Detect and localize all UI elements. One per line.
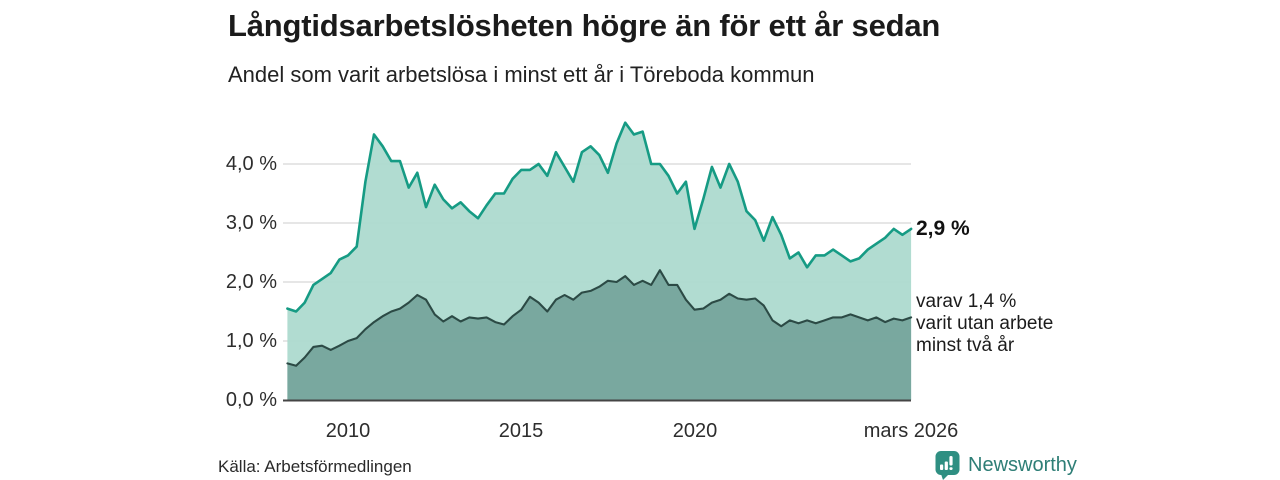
y-axis-tick-label: 1,0 %	[225, 330, 277, 352]
x-axis-tick-label: mars 2026	[863, 420, 959, 442]
y-axis-tick-label: 3,0 %	[225, 212, 277, 234]
source-label: Källa: Arbetsförmedlingen	[218, 457, 412, 476]
secondary-annotation: varav 1,4 % varit utan arbete minst två …	[916, 291, 1053, 357]
chart-subtitle: Andel som varit arbetslösa i minst ett å…	[228, 62, 815, 87]
newsworthy-icon	[935, 451, 960, 480]
x-axis-tick-label: 2010	[325, 420, 371, 442]
newsworthy-wordmark: Newsworthy	[968, 453, 1077, 476]
chart-title: Långtidsarbetslösheten högre än för ett …	[228, 8, 941, 43]
newsworthy-logo: Newsworthy	[935, 450, 1077, 480]
y-axis-tick-label: 2,0 %	[225, 271, 277, 293]
x-axis-tick-label: 2015	[498, 420, 544, 442]
x-axis-tick-label: 2020	[672, 420, 718, 442]
secondary-annotation-line: minst två år	[916, 335, 1015, 356]
y-axis-tick-label: 4,0 %	[225, 153, 277, 175]
secondary-annotation-line: varav 1,4 %	[916, 291, 1017, 312]
latest-value-label: 2,9 %	[916, 217, 970, 240]
y-axis-tick-label: 0,0 %	[225, 389, 277, 411]
secondary-annotation-line: varit utan arbete	[916, 313, 1054, 334]
